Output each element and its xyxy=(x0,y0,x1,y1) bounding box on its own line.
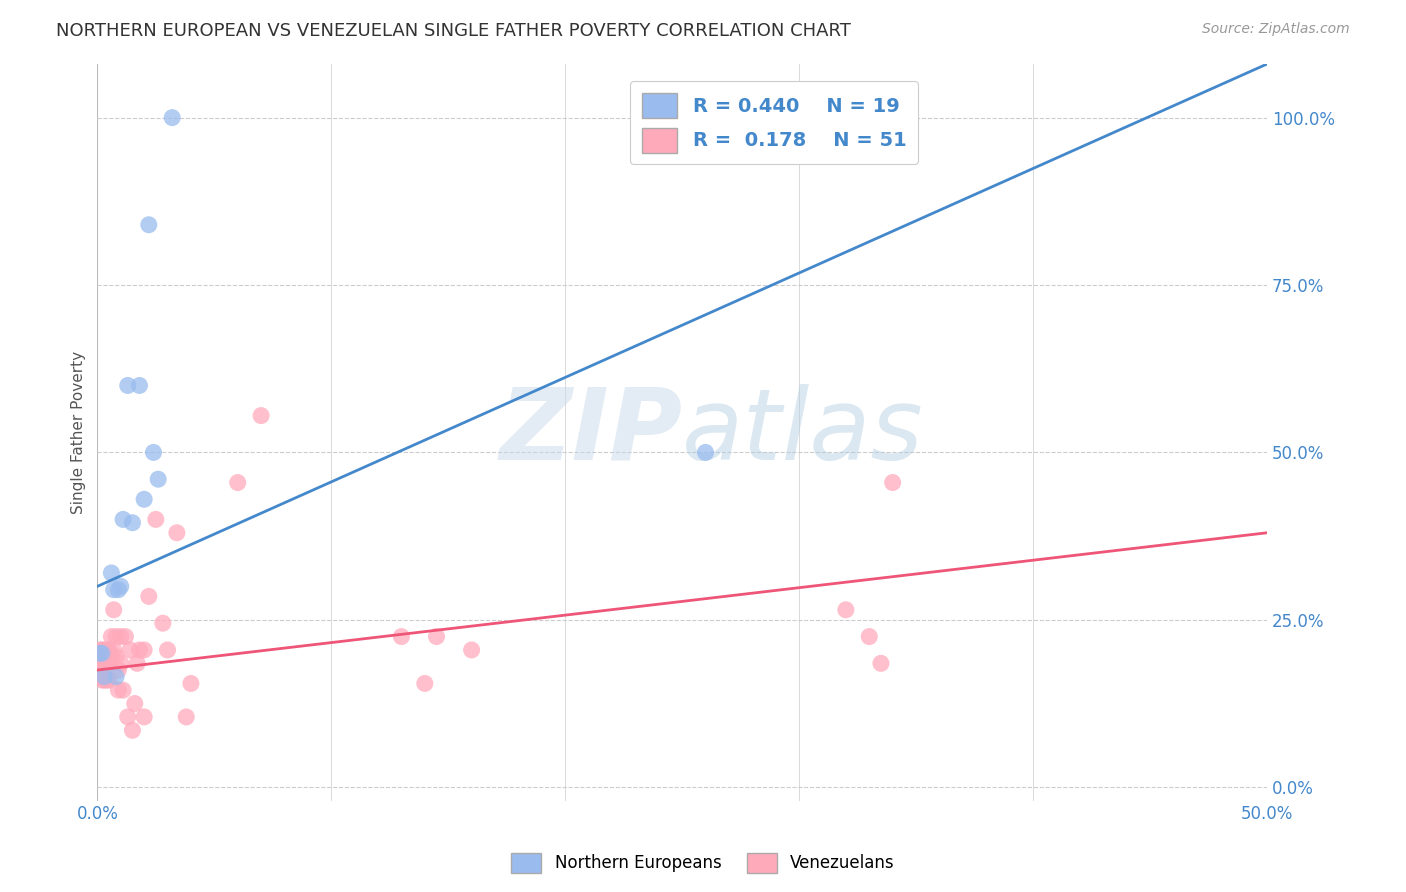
Point xyxy=(858,630,880,644)
Point xyxy=(98,657,121,671)
Point xyxy=(134,643,156,657)
Point xyxy=(117,710,139,724)
Point xyxy=(145,512,167,526)
Point xyxy=(741,111,763,125)
Point xyxy=(100,649,122,664)
Point xyxy=(105,670,128,684)
Point xyxy=(96,657,118,671)
Text: atlas: atlas xyxy=(682,384,924,481)
Point xyxy=(124,697,146,711)
Point xyxy=(128,643,150,657)
Point xyxy=(870,657,893,671)
Y-axis label: Single Father Poverty: Single Father Poverty xyxy=(72,351,86,514)
Point xyxy=(105,630,128,644)
Point xyxy=(120,643,142,657)
Point xyxy=(100,630,122,644)
Point xyxy=(100,566,122,580)
Text: Source: ZipAtlas.com: Source: ZipAtlas.com xyxy=(1202,22,1350,37)
Point xyxy=(166,525,188,540)
Point xyxy=(107,663,129,677)
Point xyxy=(460,643,482,657)
Point xyxy=(105,649,128,664)
Point xyxy=(425,630,447,644)
Point xyxy=(91,673,114,687)
Point xyxy=(156,643,179,657)
Point xyxy=(110,579,132,593)
Text: ZIP: ZIP xyxy=(499,384,682,481)
Point xyxy=(110,630,132,644)
Point xyxy=(174,710,197,724)
Point xyxy=(117,378,139,392)
Point xyxy=(835,603,858,617)
Point xyxy=(112,512,135,526)
Point xyxy=(134,710,156,724)
Point xyxy=(107,683,129,698)
Point xyxy=(107,582,129,597)
Point xyxy=(89,643,111,657)
Point xyxy=(128,378,150,392)
Point xyxy=(112,683,135,698)
Point xyxy=(134,492,156,507)
Point xyxy=(110,657,132,671)
Point xyxy=(89,646,111,660)
Point xyxy=(98,673,121,687)
Point xyxy=(93,643,115,657)
Point xyxy=(121,723,143,738)
Legend: R = 0.440    N = 19, R =  0.178    N = 51: R = 0.440 N = 19, R = 0.178 N = 51 xyxy=(630,81,918,164)
Point xyxy=(103,643,125,657)
Point xyxy=(114,630,136,644)
Point xyxy=(146,472,169,486)
Point xyxy=(91,657,114,671)
Point xyxy=(93,657,115,671)
Point xyxy=(91,646,114,660)
Point xyxy=(93,670,115,684)
Point xyxy=(103,603,125,617)
Point xyxy=(89,659,111,673)
Point xyxy=(413,676,436,690)
Point xyxy=(180,676,202,690)
Point xyxy=(103,582,125,597)
Point xyxy=(96,673,118,687)
Point xyxy=(391,630,413,644)
Point xyxy=(160,111,183,125)
Point xyxy=(142,445,165,459)
Point xyxy=(138,218,160,232)
Point xyxy=(152,616,174,631)
Point xyxy=(226,475,249,490)
Point xyxy=(121,516,143,530)
Point xyxy=(93,673,115,687)
Point xyxy=(96,643,118,657)
Point xyxy=(882,475,904,490)
Point xyxy=(250,409,273,423)
Point xyxy=(138,590,160,604)
Text: NORTHERN EUROPEAN VS VENEZUELAN SINGLE FATHER POVERTY CORRELATION CHART: NORTHERN EUROPEAN VS VENEZUELAN SINGLE F… xyxy=(56,22,851,40)
Legend: Northern Europeans, Venezuelans: Northern Europeans, Venezuelans xyxy=(505,847,901,880)
Point xyxy=(98,643,121,657)
Point xyxy=(695,445,717,459)
Point xyxy=(127,657,149,671)
Point xyxy=(91,643,114,657)
